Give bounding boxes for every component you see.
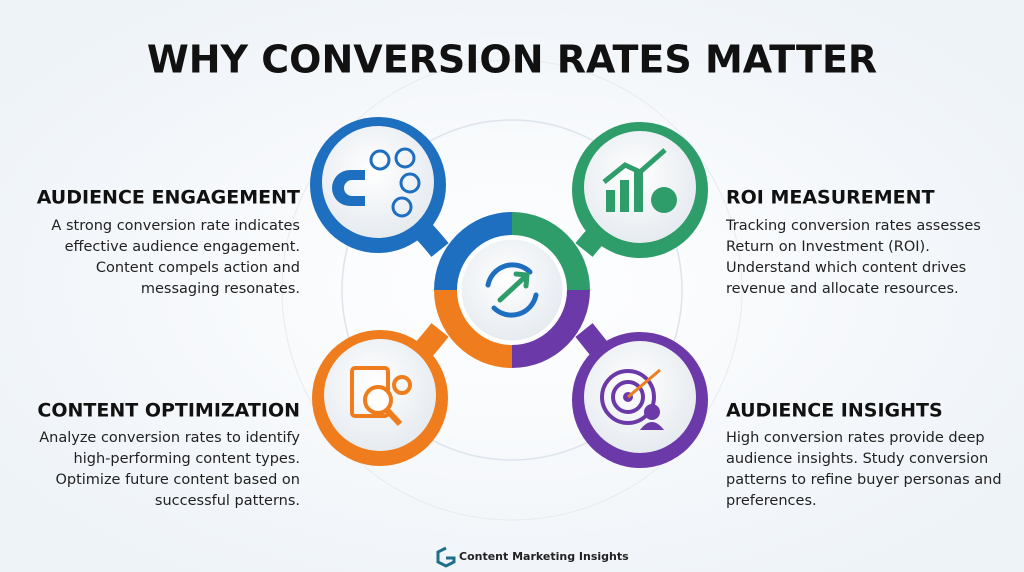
- section-text: Understand which content drives: [726, 260, 966, 276]
- section-heading: ROI MEASUREMENT: [726, 187, 935, 209]
- section-text: Analyze conversion rates to identify: [39, 430, 300, 446]
- section-text: Tracking conversion rates assesses: [725, 218, 981, 234]
- circle-content-optimization: [312, 330, 448, 466]
- footer-text: Content Marketing Insights: [459, 550, 629, 563]
- circle-audience-insights: [572, 332, 708, 468]
- section-text: high-performing content types.: [74, 451, 300, 467]
- section-heading: CONTENT OPTIMIZATION: [37, 400, 300, 422]
- title: WHY CONVERSION RATES MATTER: [147, 38, 877, 82]
- section-text: High conversion rates provide deep: [726, 430, 985, 446]
- circle-roi: [572, 122, 708, 258]
- section-text: audience insights. Study conversion: [726, 451, 988, 467]
- section-heading: AUDIENCE ENGAGEMENT: [37, 187, 300, 209]
- section-text: patterns to refine buyer personas and: [726, 472, 1002, 488]
- circle-audience-engagement: [310, 117, 446, 253]
- section-text: Return on Investment (ROI).: [726, 239, 930, 255]
- ring-green: [512, 212, 590, 290]
- footer-logo: [436, 546, 456, 568]
- footer: Content Marketing Insights: [436, 546, 629, 568]
- section-text: preferences.: [726, 493, 817, 509]
- section-text: effective audience engagement.: [65, 239, 300, 255]
- ring-purple: [512, 290, 590, 368]
- ring-blue: [434, 212, 512, 290]
- section-text: messaging resonates.: [141, 281, 300, 297]
- section-text: A strong conversion rate indicates: [51, 218, 300, 234]
- section-texts: AUDIENCE ENGAGEMENT A strong conversion …: [37, 187, 1002, 510]
- section-text: Optimize future content based on: [55, 472, 300, 488]
- section-text: Content compels action and: [96, 260, 300, 276]
- section-text: successful patterns.: [155, 493, 300, 509]
- section-text: revenue and allocate resources.: [726, 281, 959, 297]
- ring-orange: [434, 290, 512, 368]
- section-heading: AUDIENCE INSIGHTS: [726, 400, 943, 422]
- sync-icon: [485, 262, 539, 318]
- orbit: [341, 119, 683, 461]
- orbit: [281, 59, 743, 521]
